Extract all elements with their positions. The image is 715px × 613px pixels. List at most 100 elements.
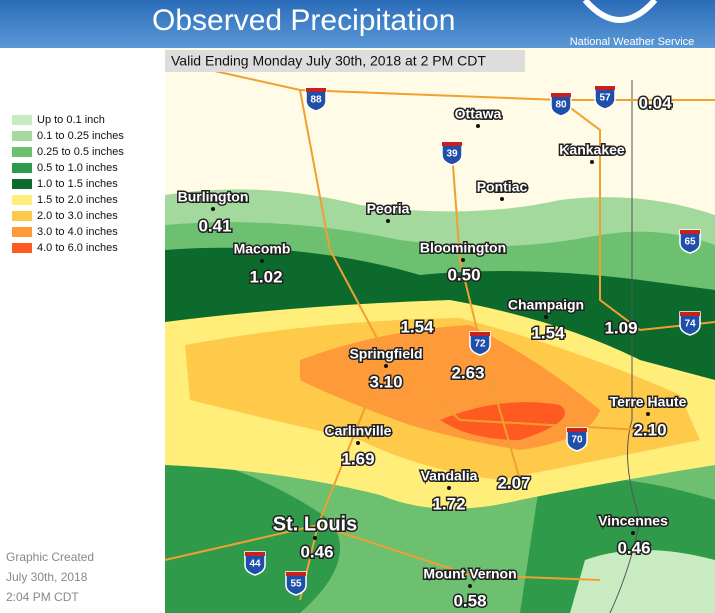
- shield-top: [680, 312, 700, 316]
- city-dot: [590, 160, 594, 164]
- city-name: Carlinville: [325, 423, 392, 439]
- legend-label: 1.0 to 1.5 inches: [37, 178, 118, 190]
- precip-value: 1.09: [604, 318, 637, 337]
- title: Observed Precipitation: [152, 4, 456, 37]
- legend-label: 0.1 to 0.25 inches: [37, 130, 124, 142]
- interstate-shield: [469, 331, 491, 356]
- city-dot: [313, 536, 317, 540]
- valid-bar: [165, 50, 525, 72]
- shield-top: [551, 93, 571, 97]
- legend-label: Up to 0.1 inch: [37, 114, 105, 126]
- agency: National Weather Service: [570, 36, 695, 48]
- city-dot: [461, 258, 465, 262]
- legend-label: 2.0 to 3.0 inches: [37, 210, 118, 222]
- city-dot: [260, 259, 264, 263]
- city-dot: [631, 531, 635, 535]
- city-dot: [447, 486, 451, 490]
- precip-value: 1.72: [432, 494, 465, 513]
- precip-value: 1.54: [400, 317, 434, 336]
- city-name: Terre Haute: [610, 394, 687, 410]
- city-name: Mount Vernon: [423, 566, 516, 582]
- interstate-shield: [594, 85, 616, 110]
- city-name: Ottawa: [455, 106, 502, 122]
- precip-value: 2.10: [633, 420, 666, 439]
- legend-swatch: [12, 179, 32, 189]
- shield-top: [442, 142, 462, 146]
- interstate-number: 39: [446, 149, 458, 160]
- valid-time: Valid Ending Monday July 30th, 2018 at 2…: [171, 53, 486, 69]
- legend-swatch: [12, 195, 32, 205]
- legend-swatch: [12, 227, 32, 237]
- interstate-number: 57: [599, 93, 611, 104]
- interstate-number: 44: [249, 559, 261, 570]
- city-name: Champaign: [508, 297, 584, 313]
- interstate-shield: [244, 551, 266, 576]
- interstate-number: 72: [474, 339, 486, 350]
- interstate-number: 88: [310, 95, 322, 106]
- precip-value: 0.04: [638, 93, 672, 112]
- city-name: Macomb: [234, 241, 291, 257]
- footer-text: July 30th, 2018: [6, 570, 88, 584]
- city-name: Bloomington: [420, 240, 506, 256]
- city-dot: [544, 315, 548, 319]
- city-name: Springfield: [349, 346, 422, 362]
- shield-top: [470, 332, 490, 336]
- interstate-shield: [679, 311, 701, 336]
- legend-label: 0.5 to 1.0 inches: [37, 162, 118, 174]
- city-dot: [386, 219, 390, 223]
- precip-value: 0.58: [453, 591, 486, 610]
- interstate-shield: [566, 427, 588, 452]
- precip-value: 1.02: [249, 267, 282, 286]
- city-dot: [646, 412, 650, 416]
- shield-top: [306, 88, 326, 92]
- shield-top: [245, 552, 265, 556]
- precip-value: 0.50: [447, 265, 480, 284]
- interstate-number: 74: [684, 319, 696, 330]
- city-dot: [384, 364, 388, 368]
- interstate-shield: [441, 141, 463, 166]
- shield-top: [595, 86, 615, 90]
- precip-value: 3.10: [369, 372, 402, 391]
- shield-top: [286, 572, 306, 576]
- interstate-shield: [550, 92, 572, 117]
- interstate-shield: [679, 229, 701, 254]
- interstate-number: 55: [290, 579, 302, 590]
- interstate-number: 65: [684, 237, 696, 248]
- city-name: St. Louis: [273, 513, 357, 535]
- precip-value: 2.63: [451, 363, 484, 382]
- city-name: Pontiac: [477, 179, 528, 195]
- precip-value: 1.54: [531, 323, 565, 342]
- precip-value: 0.46: [300, 542, 333, 561]
- legend-label: 1.5 to 2.0 inches: [37, 194, 118, 206]
- legend-label: 4.0 to 6.0 inches: [37, 242, 118, 254]
- legend-swatch: [12, 211, 32, 221]
- precip-value: 0.46: [617, 538, 650, 557]
- footer-text: 2:04 PM CDT: [6, 590, 79, 604]
- interstate-number: 70: [571, 435, 583, 446]
- interstate-shield: [305, 87, 327, 112]
- precip-value: 0.41: [198, 216, 231, 235]
- legend-label: 3.0 to 4.0 inches: [37, 226, 118, 238]
- interstate-shield: [285, 571, 307, 596]
- logo: [582, 0, 658, 23]
- interstate-number: 80: [555, 100, 567, 111]
- shield-top: [567, 428, 587, 432]
- footer-text: Graphic Created: [6, 550, 94, 564]
- shield-top: [680, 230, 700, 234]
- city-dot: [476, 124, 480, 128]
- precip-value: 2.07: [497, 473, 530, 492]
- legend-swatch: [12, 243, 32, 253]
- precip-value: 1.69: [341, 449, 374, 468]
- legend-label: 0.25 to 0.5 inches: [37, 146, 124, 158]
- map: [164, 48, 715, 613]
- city-name: Peoria: [367, 201, 410, 217]
- city-dot: [468, 584, 472, 588]
- city-name: Vandalia: [421, 468, 478, 484]
- city-dot: [500, 197, 504, 201]
- city-dot: [211, 207, 215, 211]
- city-name: Kankakee: [559, 142, 625, 158]
- legend-swatch: [12, 147, 32, 157]
- legend-swatch: [12, 131, 32, 141]
- city-name: Vincennes: [598, 513, 668, 529]
